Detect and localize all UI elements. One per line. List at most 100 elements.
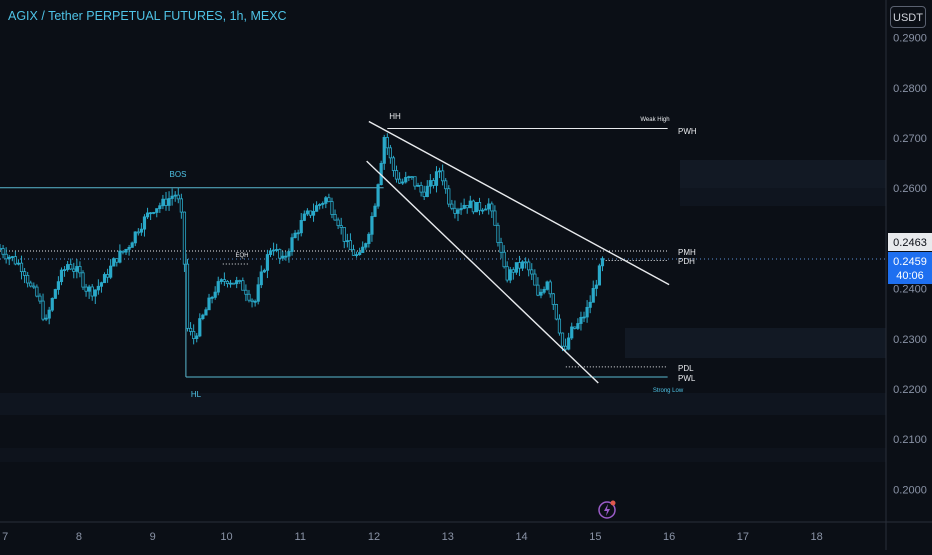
candle-body [474,202,479,213]
candle-body [453,207,457,214]
candle-body [161,198,165,207]
candle-body [204,309,208,316]
countdown-value: 40:06 [896,270,924,282]
candle-body [281,255,285,259]
candle-body [579,317,583,324]
x-tick-label: 14 [515,531,527,543]
price-axis[interactable]: 0.2900 0.2800 0.2700 0.2600 0.2400 0.2300 0.22… [893,33,927,497]
y-tick-label: 0.2800 [893,83,927,95]
pdh-label: PDH [678,257,695,266]
trendline-lower [366,160,599,384]
candle-body [133,231,137,244]
candle-body [62,269,67,271]
candle-body [567,337,571,350]
candle-body [376,184,380,207]
pwl-label: PWL [678,374,696,383]
candle-body [594,284,598,289]
candle-body [597,265,601,286]
candle-body [16,262,21,265]
x-tick-label: 15 [589,531,601,543]
candle-body [591,288,595,303]
candle-body [158,205,162,210]
candle-body [228,282,233,285]
candle-body [93,289,97,297]
lightning-alert-icon[interactable] [597,499,617,519]
x-tick-label: 18 [811,531,823,543]
candle-body [539,291,543,296]
candle-body [450,203,454,209]
candle-body [118,250,122,263]
candle-body [321,202,325,205]
candle-body [10,256,14,258]
candle-body [514,262,519,273]
candle-body [573,326,577,329]
y-tick-label: 0.2100 [893,434,927,446]
x-tick-label: 12 [368,531,380,543]
y-tick-label: 0.2000 [893,484,927,496]
candle-body [225,280,230,284]
candle-body [404,177,408,183]
candle-body [416,185,420,187]
candle-body [185,263,190,329]
candle-body [90,286,94,297]
y-tick-label: 0.2700 [893,133,927,145]
x-tick-label: 9 [150,531,156,543]
candle-body [542,288,546,293]
candle-body [465,204,469,209]
x-tick-label: 7 [2,531,8,543]
candle-body [311,210,316,216]
candle-body [259,271,263,286]
candle-body [536,284,540,296]
trendlines-layer [366,120,670,384]
candle-body [53,289,57,299]
candle-body [333,214,337,221]
candle-body [351,249,356,256]
candle-body [219,279,223,282]
pmh-tag-bg [888,233,932,251]
candles-layer [0,133,605,353]
candle-body [50,298,54,311]
candle-body [308,210,313,216]
candle-body [505,266,509,281]
candle-body [407,176,411,179]
candle-body [235,280,239,285]
candle-body [290,237,294,252]
candle-body [275,249,279,251]
candle-body [484,208,488,211]
candle-body [29,282,33,287]
candle-body [397,178,402,184]
candle-body [155,208,159,213]
zone-band [0,448,886,462]
candle-body [563,345,568,350]
weak-high-label: Weak High [640,117,669,123]
x-tick-label: 17 [737,531,749,543]
candle-body [213,291,217,298]
candle-body [318,204,322,206]
y-tick-label: 0.2200 [893,384,927,396]
candle-body [496,224,500,243]
candle-body [1,248,5,255]
eqh-label: EQH [235,253,248,259]
candle-body [142,216,147,230]
zone-bands [0,160,886,462]
candle-body [130,242,134,248]
hl-label: HL [191,390,202,399]
candle-body [287,251,291,257]
time-axis[interactable]: 7 8 9 10 11 12 13 14 15 16 17 18 [2,531,823,543]
x-tick-label: 16 [663,531,675,543]
candle-body [124,248,128,253]
candle-body [502,251,506,268]
candle-body [278,249,282,259]
candle-body [296,232,300,235]
candle-body [480,209,485,212]
candle-body [533,273,537,286]
candle-body [201,314,205,320]
currency-button[interactable]: USDT [890,6,926,28]
candle-body [179,198,183,213]
candle-body [373,205,377,217]
candle-body [425,185,429,197]
candle-body [345,240,349,243]
y-tick-label: 0.2900 [893,33,927,45]
